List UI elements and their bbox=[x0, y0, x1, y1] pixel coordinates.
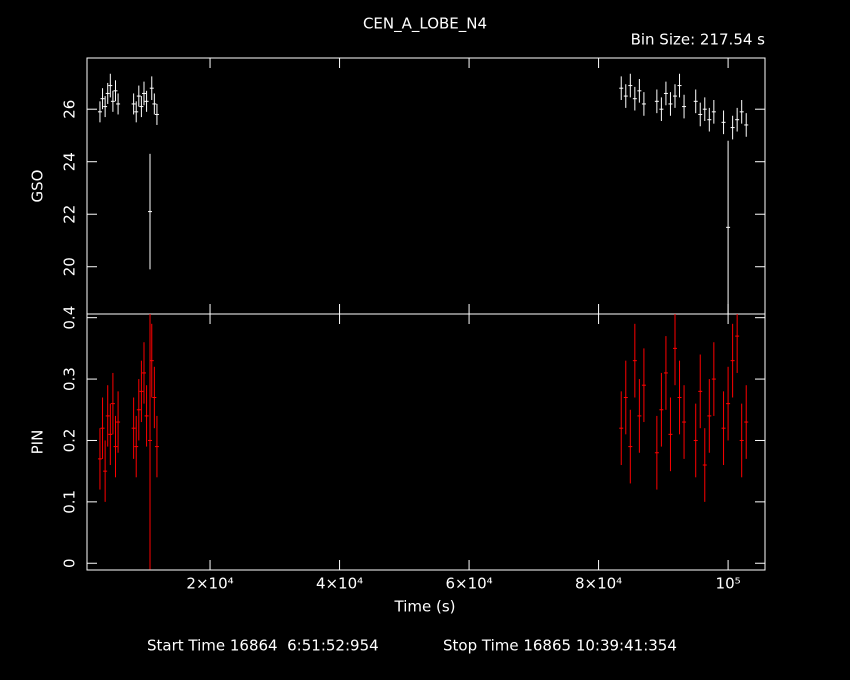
x-tick-label: 10⁵ bbox=[716, 575, 741, 593]
y-axis-label: PIN bbox=[29, 430, 47, 455]
y-tick-label: 0.1 bbox=[61, 490, 79, 514]
y-tick-label: 20 bbox=[61, 257, 79, 276]
x-tick-label: 4×10⁴ bbox=[316, 575, 363, 593]
y-tick-label: 0.3 bbox=[61, 367, 79, 391]
x-tick-label: 6×10⁴ bbox=[445, 575, 492, 593]
x-axis-label: Time (s) bbox=[394, 598, 456, 616]
y-tick-label: 0.4 bbox=[61, 306, 79, 330]
y-tick-label: 0 bbox=[61, 558, 79, 568]
start-time: Start Time 16864 6:51:52:954 bbox=[147, 637, 379, 655]
stop-time: Stop Time 16865 10:39:41:354 bbox=[443, 637, 677, 655]
chart-title: CEN_A_LOBE_N4 bbox=[363, 15, 487, 34]
x-tick-label: 2×10⁴ bbox=[186, 575, 233, 593]
y-axis-label: GSO bbox=[29, 170, 47, 203]
y-tick-label: 0.2 bbox=[61, 429, 79, 453]
y-tick-label: 24 bbox=[61, 152, 79, 171]
x-tick-label: 8×10⁴ bbox=[575, 575, 622, 593]
bin-size: Bin Size: 217.54 s bbox=[631, 31, 766, 49]
y-tick-label: 26 bbox=[61, 100, 79, 119]
panel-frame bbox=[86, 313, 766, 571]
panel-frame bbox=[86, 57, 766, 315]
y-tick-label: 22 bbox=[61, 205, 79, 224]
